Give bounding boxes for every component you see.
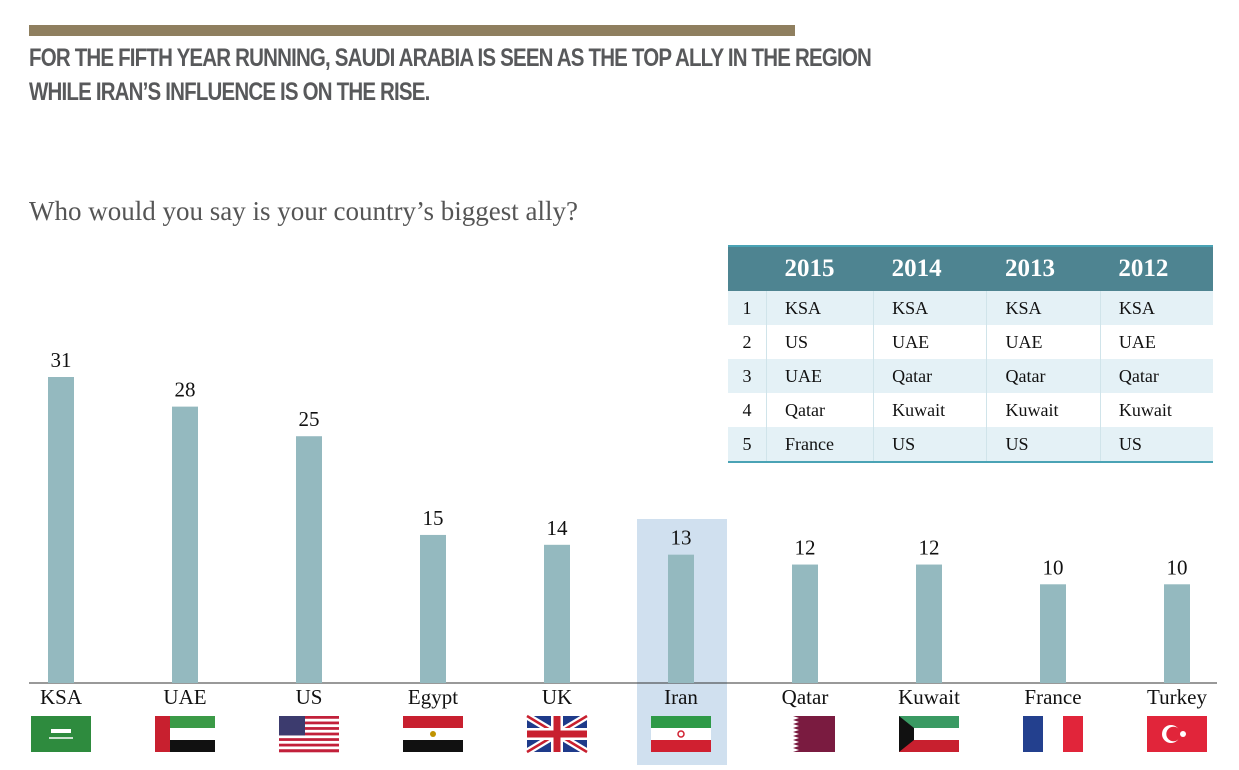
table-header: 2015 — [766, 245, 874, 291]
chart-title: Who would you say is your country’s bigg… — [29, 196, 578, 226]
data-label: 13 — [671, 526, 692, 550]
data-label: 31 — [51, 348, 72, 372]
ranking-table: 2015 2014 2013 2012 1 KSA KSA KSA KSA 2 US UAE UAE U… — [728, 245, 1213, 463]
headline-line-2: WHILE IRAN’S INFLUENCE IS ON THE RISE. — [29, 78, 430, 106]
table-cell: US — [1099, 427, 1213, 463]
data-label: 12 — [795, 536, 816, 560]
table-header: 2014 — [873, 245, 987, 291]
table-cell: UAE — [765, 359, 874, 393]
table-cell: Kuwait — [986, 393, 1101, 427]
bar-qatar — [792, 564, 818, 683]
bar-kuwait — [916, 564, 942, 683]
table-cell: US — [765, 325, 874, 359]
category-label: France — [1024, 685, 1081, 709]
table-cell: KSA — [765, 291, 874, 325]
category-label: KSA — [40, 685, 83, 709]
flag-iran-icon — [651, 716, 711, 752]
category-label: UK — [542, 685, 572, 709]
category-label: Kuwait — [898, 685, 960, 709]
bar-ksa — [48, 377, 74, 683]
table-cell: UAE — [986, 325, 1101, 359]
table-cell: KSA — [873, 291, 987, 325]
table-header: 2012 — [1100, 245, 1213, 291]
table-header — [728, 245, 767, 291]
table-cell: Qatar — [765, 393, 874, 427]
headline-line-1: FOR THE FIFTH YEAR RUNNING, SAUDI ARABIA… — [29, 44, 872, 72]
table-cell: Kuwait — [1099, 393, 1213, 427]
table-cell: 1 — [728, 291, 767, 325]
flag-kuwait-icon — [899, 716, 959, 752]
table-cell: KSA — [1099, 291, 1213, 325]
flag-egypt-icon — [403, 716, 463, 752]
flag-france-icon — [1023, 716, 1083, 752]
data-label: 12 — [919, 536, 940, 560]
table-header: 2013 — [986, 245, 1101, 291]
category-label: Egypt — [408, 685, 458, 709]
category-label: Iran — [664, 685, 698, 709]
bar-france — [1040, 584, 1066, 683]
table-row: 4 Qatar Kuwait Kuwait Kuwait — [728, 393, 1213, 427]
table-cell: 5 — [728, 427, 767, 463]
table-cell: 4 — [742, 399, 752, 420]
bar-iran — [668, 554, 694, 683]
flag-us-icon — [279, 716, 339, 753]
category-label: UAE — [163, 685, 206, 709]
table-row: 2 US UAE UAE UAE — [728, 325, 1213, 359]
category-label: Qatar — [782, 685, 829, 709]
table-cell: UAE — [873, 325, 987, 359]
table-cell: Kuwait — [873, 393, 987, 427]
data-label: 15 — [423, 506, 444, 530]
table-cell: Qatar — [873, 359, 987, 393]
table-cell: 2 — [742, 331, 752, 352]
table-cell: Qatar — [986, 359, 1101, 393]
table-row: 3 UAE Qatar Qatar Qatar — [728, 359, 1213, 393]
table-cell: US — [986, 427, 1101, 463]
category-label: US — [296, 685, 323, 709]
table-cell: Qatar — [1099, 359, 1213, 393]
bar-egypt — [420, 534, 446, 683]
table-cell: KSA — [986, 291, 1101, 325]
table-cell: France — [765, 427, 874, 463]
table-row: 1 KSA KSA KSA KSA — [728, 291, 1213, 325]
table-cell: 3 — [728, 359, 767, 393]
table-row: 5 France US US US — [728, 427, 1213, 463]
header-rule — [29, 25, 795, 36]
data-label: 28 — [175, 378, 196, 402]
flag-turkey-icon — [1147, 716, 1207, 752]
category-label: Turkey — [1147, 685, 1207, 709]
bar-us — [296, 436, 322, 683]
flag-uae-icon — [155, 716, 215, 752]
bar-uae — [172, 406, 198, 683]
data-label: 10 — [1043, 555, 1064, 579]
table-cell: UAE — [1099, 325, 1213, 359]
table-cell: US — [873, 427, 987, 463]
flag-uk-icon — [525, 712, 589, 756]
bar-uk — [544, 544, 570, 683]
bar-turkey — [1164, 584, 1190, 683]
flag-ksa-icon — [31, 716, 91, 752]
data-label: 25 — [299, 407, 320, 431]
data-label: 10 — [1167, 555, 1188, 579]
flag-qatar-icon — [775, 716, 835, 752]
data-label: 14 — [547, 516, 569, 540]
